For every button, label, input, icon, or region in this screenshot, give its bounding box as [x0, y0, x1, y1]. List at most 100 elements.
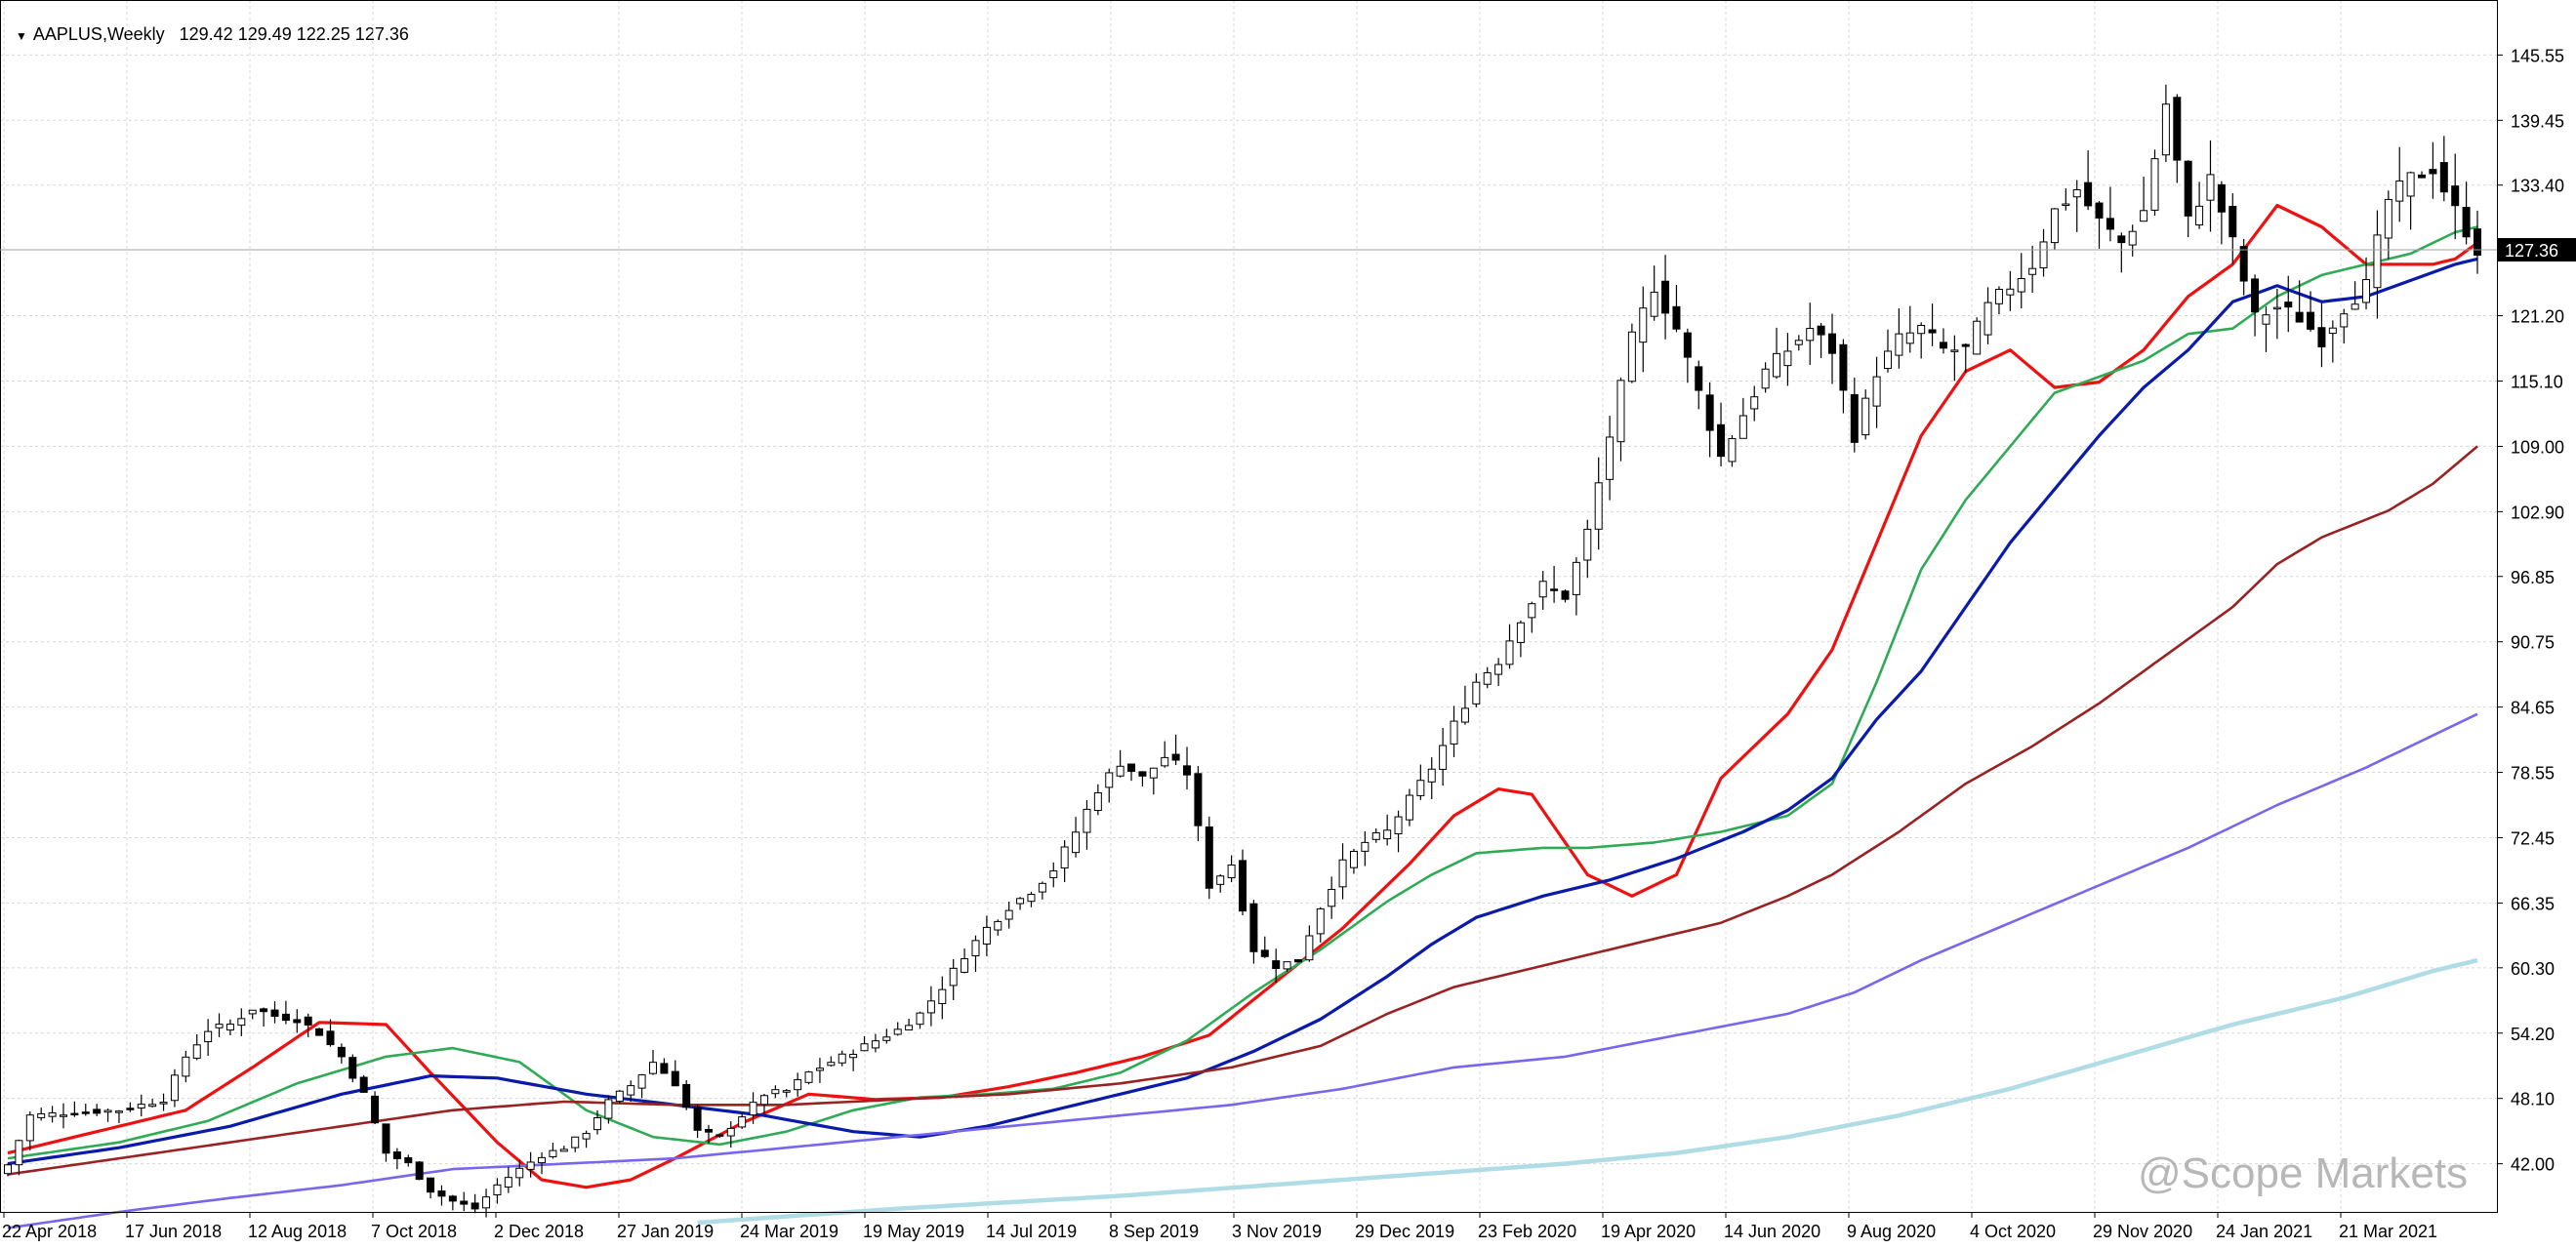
- bear-candle: [404, 1156, 413, 1163]
- bear-candle: [2095, 202, 2104, 219]
- moving-averages: [7, 203, 2478, 1229]
- bull-candle: [2128, 230, 2137, 246]
- grid: [0, 0, 2497, 1212]
- bear-candle: [2228, 205, 2237, 238]
- bull-candle: [1483, 671, 1492, 685]
- bull-candle: [1371, 831, 1380, 840]
- bull-candle: [1728, 437, 1737, 463]
- bear-candle: [2217, 183, 2226, 213]
- moving-average-line: [7, 712, 2478, 1229]
- bull-candle: [938, 988, 947, 1004]
- bear-candle: [2439, 162, 2448, 193]
- bull-candle: [838, 1053, 846, 1064]
- bull-candle: [1738, 415, 1747, 439]
- candles: [4, 84, 2481, 1218]
- bull-candle: [204, 1030, 213, 1043]
- ohlc-values: 129.42 129.49 122.25 127.36: [179, 24, 409, 44]
- bear-candle: [1171, 753, 1180, 761]
- bear-candle: [126, 1108, 135, 1110]
- bull-candle: [2384, 198, 2392, 239]
- bear-candle: [1183, 765, 1192, 776]
- bear-candle: [93, 1108, 102, 1114]
- bull-candle: [137, 1104, 145, 1109]
- bull-candle: [2395, 180, 2404, 202]
- bull-candle: [4, 1164, 12, 1175]
- bear-candle: [2284, 302, 2293, 308]
- bull-candle: [504, 1177, 512, 1188]
- bull-candle: [1450, 720, 1458, 745]
- bear-candle: [2295, 311, 2304, 323]
- bear-candle: [470, 1202, 479, 1210]
- bull-candle: [2328, 327, 2337, 335]
- x-tick-label: 29 Nov 2020: [2093, 1222, 2192, 1241]
- bear-candle: [2184, 160, 2192, 217]
- bull-candle: [2195, 205, 2204, 226]
- bear-candle: [1239, 860, 1247, 912]
- moving-average-line: [7, 225, 2478, 1160]
- triangle-down-icon[interactable]: ▼: [16, 29, 27, 43]
- y-tick-label: 84.65: [2511, 699, 2555, 718]
- bull-candle: [1773, 352, 1781, 378]
- bear-candle: [1839, 343, 1848, 391]
- bear-candle: [1205, 826, 1213, 889]
- bull-candle: [559, 1148, 568, 1152]
- bear-candle: [2307, 311, 2315, 330]
- symbol-timeframe: AAPLUS,Weekly: [32, 24, 165, 44]
- bull-candle: [1405, 794, 1413, 821]
- bull-candle: [882, 1036, 891, 1041]
- bear-candle: [1127, 763, 1136, 772]
- bear-candle: [1249, 903, 1258, 952]
- current-price-badge: [2498, 237, 2576, 262]
- bear-candle: [716, 1134, 724, 1137]
- bull-candle: [1883, 350, 1892, 370]
- bull-candle: [1583, 528, 1592, 561]
- moving-average-line: [7, 445, 2478, 1176]
- bull-candle: [1427, 768, 1436, 783]
- bull-candle: [871, 1040, 879, 1049]
- bull-candle: [604, 1099, 613, 1119]
- bull-candle: [1439, 745, 1448, 770]
- bear-candle: [304, 1016, 312, 1026]
- bull-candle: [1093, 792, 1102, 812]
- bull-candle: [1361, 841, 1370, 852]
- bear-candle: [2429, 169, 2437, 175]
- y-tick-label: 109.00: [2511, 437, 2564, 457]
- bull-candle: [827, 1062, 836, 1067]
- bull-candle: [1494, 664, 1503, 675]
- bull-candle: [1283, 961, 1291, 970]
- bull-candle: [627, 1085, 635, 1096]
- bear-candle: [1828, 333, 1837, 354]
- bear-candle: [415, 1161, 424, 1181]
- bull-candle: [182, 1056, 190, 1077]
- bull-candle: [215, 1024, 224, 1028]
- bear-candle: [70, 1112, 79, 1116]
- x-tick-label: 7 Oct 2018: [371, 1222, 457, 1241]
- x-tick-label: 27 Jan 2019: [617, 1222, 714, 1241]
- bull-candle: [916, 1012, 924, 1026]
- bull-candle: [2050, 208, 2059, 244]
- x-tick-label: 2 Dec 2018: [494, 1222, 584, 1241]
- bull-candle: [1594, 482, 1603, 530]
- bear-candle: [704, 1129, 713, 1133]
- bull-candle: [2039, 241, 2048, 268]
- moving-average-line: [7, 257, 2478, 1166]
- bull-candle: [804, 1071, 813, 1083]
- bear-candle: [2474, 228, 2481, 256]
- bear-candle: [2451, 185, 2460, 207]
- bull-candle: [1460, 707, 1469, 723]
- bull-candle: [1004, 909, 1013, 920]
- bull-candle: [1083, 808, 1091, 833]
- current-price-label: 127.36: [2505, 241, 2558, 261]
- x-tick-label: 23 Feb 2020: [1478, 1222, 1576, 1241]
- bull-candle: [1606, 436, 1615, 480]
- bull-candle: [994, 920, 1002, 931]
- bear-candle: [1850, 393, 1859, 443]
- bear-candle: [2317, 327, 2326, 347]
- bear-candle: [270, 1009, 279, 1018]
- bear-candle: [1695, 366, 1703, 391]
- bear-candle: [1683, 332, 1692, 358]
- x-tick-label: 22 Apr 2018: [2, 1222, 97, 1241]
- bull-candle: [1905, 332, 1914, 344]
- bull-candle: [1528, 603, 1536, 619]
